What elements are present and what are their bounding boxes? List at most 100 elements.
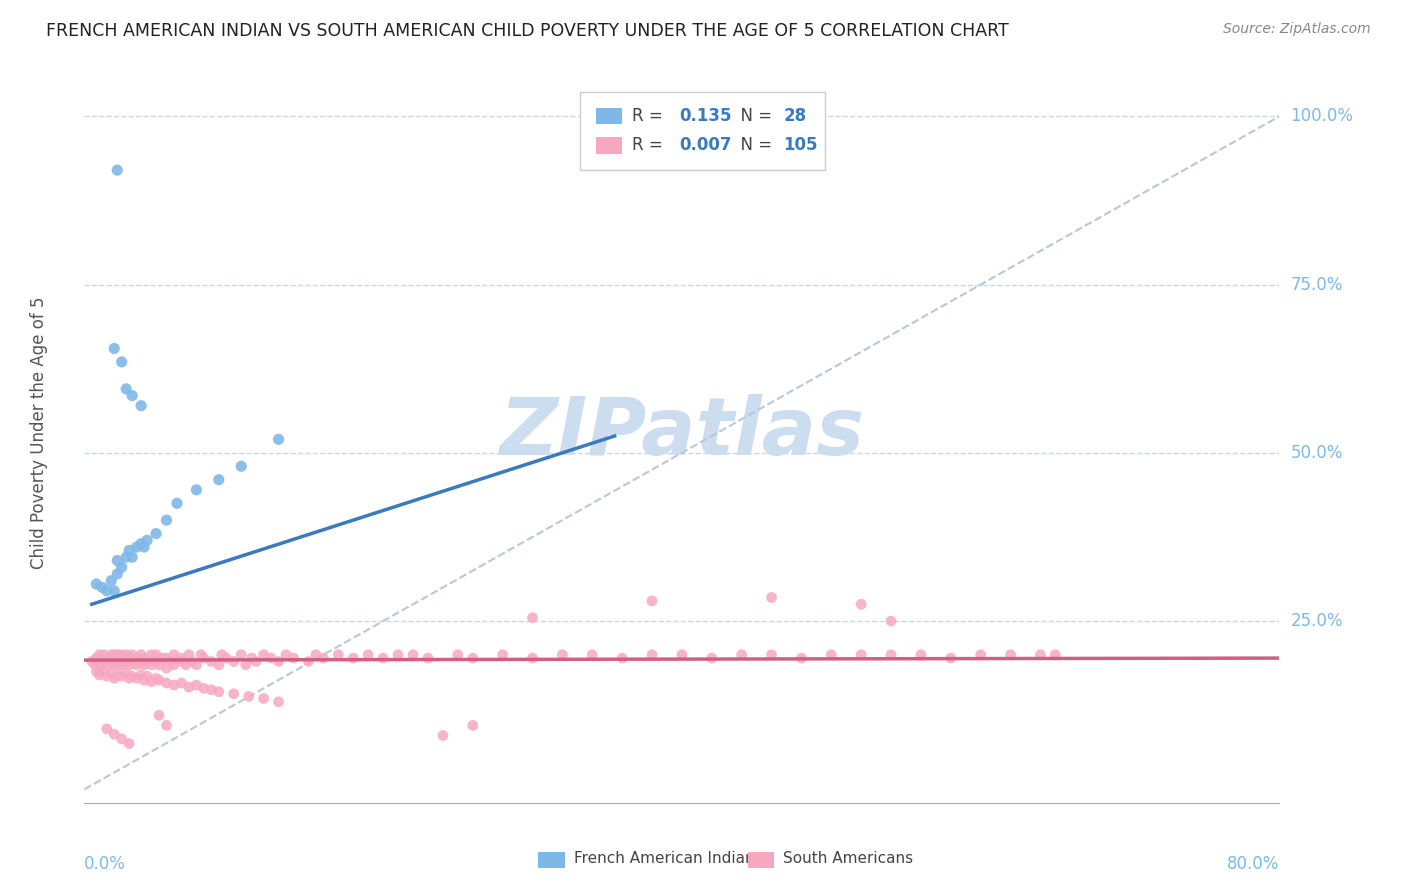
Point [461, 651, 484, 665]
Text: 80.0%: 80.0% [1227, 855, 1279, 872]
Point [240, 651, 263, 665]
Point [790, 651, 813, 665]
Point [105, 648, 128, 662]
Point [155, 651, 177, 665]
Point [91, 657, 114, 672]
Point [461, 718, 484, 732]
Point [1000, 648, 1022, 662]
Point [141, 648, 163, 662]
Point [118, 737, 141, 751]
Text: R =: R = [631, 136, 668, 154]
Point [115, 666, 138, 681]
Text: N =: N = [730, 107, 778, 125]
Point [136, 655, 159, 669]
Point [357, 648, 380, 662]
Text: South Americans: South Americans [783, 851, 914, 866]
Point [402, 648, 425, 662]
Point [373, 651, 395, 665]
Point [89, 648, 111, 662]
Point [125, 671, 148, 685]
Point [283, 651, 305, 665]
Point [177, 680, 200, 694]
Text: 0.135: 0.135 [679, 107, 733, 125]
Point [208, 473, 231, 487]
Point [731, 648, 754, 662]
Point [96, 655, 118, 669]
Point [103, 727, 125, 741]
Point [96, 583, 118, 598]
Point [103, 583, 125, 598]
Point [416, 651, 439, 665]
Point [125, 540, 148, 554]
Point [115, 648, 138, 662]
Point [447, 648, 470, 662]
Text: Child Poverty Under the Age of 5: Child Poverty Under the Age of 5 [30, 296, 48, 569]
Point [103, 342, 125, 356]
Point [86, 577, 108, 591]
Point [111, 651, 134, 665]
Point [700, 651, 723, 665]
Point [305, 648, 328, 662]
Point [551, 648, 574, 662]
Point [208, 685, 231, 699]
Bar [596, 108, 623, 124]
Point [148, 708, 170, 723]
Point [267, 433, 290, 447]
Text: Source: ZipAtlas.com: Source: ZipAtlas.com [1223, 22, 1371, 37]
Point [253, 648, 276, 662]
Text: 0.007: 0.007 [679, 136, 733, 154]
Point [492, 648, 515, 662]
Point [274, 648, 297, 662]
Point [121, 669, 143, 683]
Point [200, 682, 222, 697]
Point [880, 614, 903, 628]
Point [910, 648, 932, 662]
Point [115, 382, 138, 396]
Point [155, 513, 177, 527]
Point [132, 657, 156, 672]
Point [163, 648, 186, 662]
Point [103, 671, 125, 685]
Text: 25.0%: 25.0% [1291, 612, 1343, 630]
Text: 75.0%: 75.0% [1291, 276, 1343, 293]
Text: FRENCH AMERICAN INDIAN VS SOUTH AMERICAN CHILD POVERTY UNDER THE AGE OF 5 CORREL: FRENCH AMERICAN INDIAN VS SOUTH AMERICAN… [46, 22, 1010, 40]
Bar [538, 852, 565, 868]
Point [100, 574, 122, 588]
Point [105, 655, 128, 669]
Point [103, 648, 125, 662]
Point [170, 655, 193, 669]
Point [91, 581, 114, 595]
Point [96, 651, 118, 665]
Point [105, 163, 128, 178]
Point [100, 666, 122, 681]
Point [820, 648, 842, 662]
Point [121, 648, 143, 662]
Point [145, 526, 167, 541]
Point [115, 655, 138, 669]
Point [215, 651, 238, 665]
Point [129, 399, 152, 413]
Bar [596, 137, 623, 153]
Point [91, 651, 114, 665]
Text: 100.0%: 100.0% [1291, 107, 1354, 125]
Text: 105: 105 [783, 136, 818, 154]
Point [267, 655, 290, 669]
Point [970, 648, 993, 662]
Point [100, 651, 122, 665]
Point [118, 651, 141, 665]
Point [103, 651, 125, 665]
Point [121, 655, 143, 669]
Point [111, 560, 134, 574]
Point [851, 648, 873, 662]
Point [612, 651, 634, 665]
Point [166, 496, 188, 510]
Point [105, 668, 128, 682]
Point [190, 648, 212, 662]
Point [129, 648, 152, 662]
Point [312, 651, 335, 665]
Point [200, 655, 222, 669]
Point [231, 648, 253, 662]
Point [96, 722, 118, 736]
Point [118, 543, 141, 558]
Point [129, 536, 152, 550]
